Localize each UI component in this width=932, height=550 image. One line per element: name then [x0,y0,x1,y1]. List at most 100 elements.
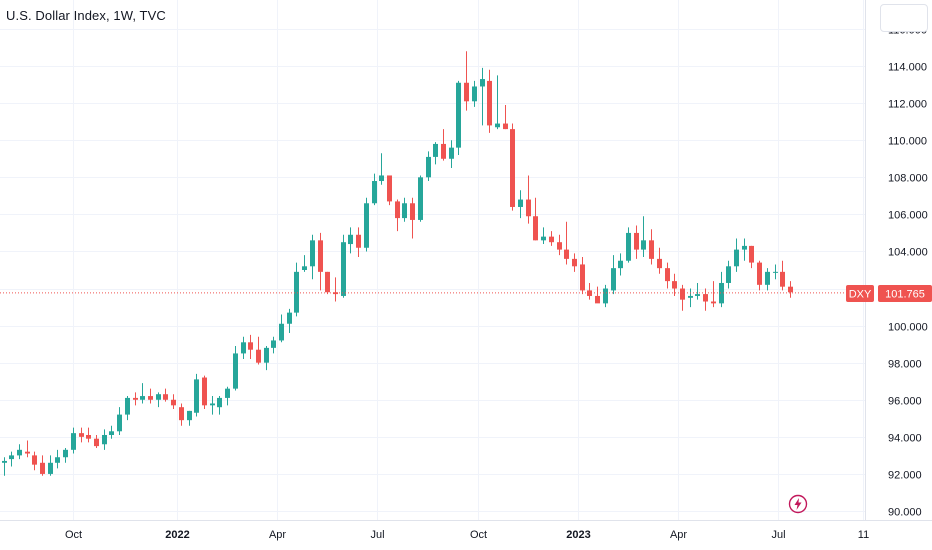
candle-body [626,232,631,261]
candle [649,229,654,265]
candle-body [672,281,677,289]
candle-body [742,245,747,250]
candle [487,69,492,133]
candle-body [9,455,14,460]
candle-body [719,282,724,304]
candle-body [441,143,446,159]
candle-body [526,199,531,217]
candle-body [580,264,585,291]
candle [665,262,670,289]
candle [225,386,230,406]
candle [341,234,346,298]
candle-body [117,414,122,432]
candle-body [765,271,770,285]
candle-body [140,396,145,400]
candle [279,314,284,343]
y-axis[interactable]: 90.00092.00094.00096.00098.000100.000102… [888,25,928,519]
candle-body [318,240,323,272]
candle-body [480,79,485,87]
candle [688,288,693,308]
candle [125,396,130,421]
candle-body [587,290,592,296]
candle [611,255,616,295]
candle [256,336,261,365]
candle-body [63,449,68,458]
price-badges: DXY 101.765 [846,285,932,302]
price-scale-button[interactable] [880,4,928,32]
candle [456,80,461,156]
candles [2,51,793,476]
candle [773,264,778,280]
candle-body [649,240,654,259]
candle [48,455,53,476]
y-tick-label: 110.000 [888,136,927,148]
candle-body [449,147,454,159]
candle [526,175,531,224]
candle-body [780,271,785,287]
x-axis[interactable]: Oct 2022 Apr Jul Oct 2023 Apr Jul 11 [65,529,869,541]
candle [510,123,515,211]
candle-body [217,397,222,408]
candle [626,227,631,263]
candle-body [510,129,515,207]
candle-body [109,431,114,435]
candle-body [495,123,500,128]
candle [202,375,207,410]
candle-body [564,249,569,259]
candle [32,451,37,471]
candle [503,105,508,130]
candle-body [202,377,207,406]
candle-body [641,240,646,250]
candle-body [472,86,477,102]
candle-body [248,342,253,350]
candle [441,129,446,161]
candle [533,197,538,241]
candle-body [688,295,693,298]
candle-body [79,433,84,437]
candle [549,231,554,246]
candle-body [703,294,708,302]
candle [634,225,639,259]
candle-body [426,156,431,178]
candle-body [71,433,76,450]
y-tick-label: 100.000 [888,322,928,334]
candle-body [233,353,238,389]
candle [395,199,400,232]
symbol-badge-bg [846,285,874,302]
candle [233,346,238,391]
candle [156,392,161,408]
candle [333,277,338,302]
candle-body [487,80,492,126]
candle-body [418,177,423,220]
lightning-icon[interactable] [788,494,808,514]
candle [472,80,477,107]
candle [318,232,323,291]
candle-body [55,457,60,463]
candle [302,255,307,272]
candle [410,197,415,239]
y-tick-label: 106.000 [888,210,928,222]
candle-body [279,323,284,341]
candle-body [541,236,546,241]
candle [148,388,153,404]
candle-body [264,347,269,363]
candle [572,253,577,272]
candle-body [102,434,107,445]
candle [657,247,662,274]
candle-body [302,266,307,270]
candle [187,410,192,426]
candle [449,140,454,169]
x-tick-label: 11 [858,529,869,541]
candle-body [734,249,739,267]
candle [780,260,785,291]
candle-body [310,240,315,267]
candle-body [711,301,716,304]
candle-body [557,242,562,250]
candle-body [48,462,53,474]
candle [580,257,585,295]
candle [63,447,68,463]
candle [364,197,369,252]
candle-body [726,266,731,283]
candle-body [503,123,508,130]
